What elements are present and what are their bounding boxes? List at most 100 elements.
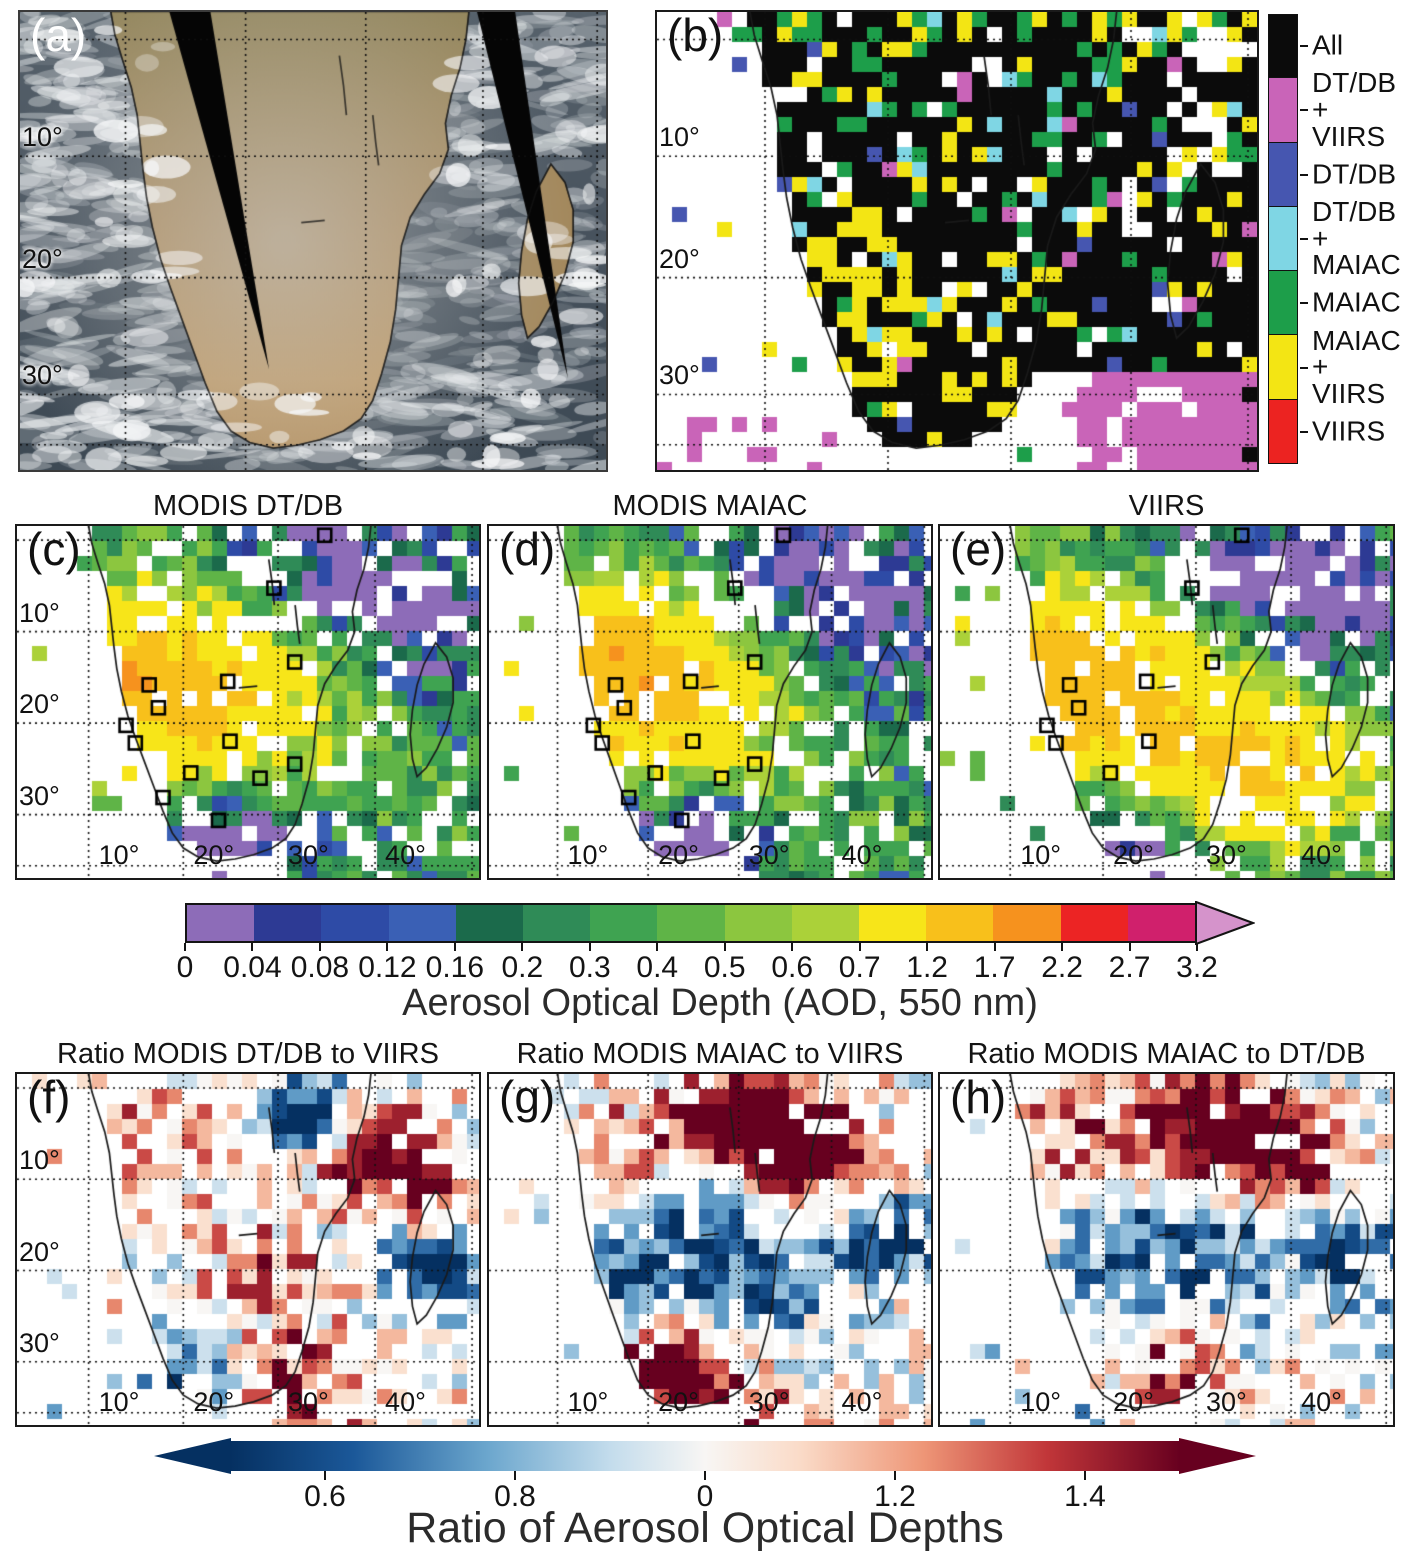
lon-label: 10° bbox=[1020, 840, 1062, 870]
aod-colorbar-ticks: 0 0.04 0.08 0.12 0.16 0.2 0.3 0.4 0.5 0.6 0.7 1.2 1.… bbox=[177, 943, 1218, 987]
lon-label: 30° bbox=[1205, 840, 1247, 870]
panel-label-h: (h) bbox=[950, 1071, 1007, 1123]
aod-colorbar-segment bbox=[859, 905, 927, 941]
aod-tick-mark bbox=[1061, 943, 1064, 951]
aod-colorbar-title: Aerosol Optical Depth (AOD, 550 nm) bbox=[402, 982, 1038, 1024]
ratio-colorbar-left-arrow bbox=[154, 1438, 231, 1474]
satellite-canvas bbox=[20, 12, 606, 470]
lon-label: 10° bbox=[1020, 1387, 1062, 1417]
aod-tick-mark bbox=[926, 943, 929, 951]
aod-tick-mark bbox=[521, 943, 524, 951]
legend-label: VIIRS bbox=[1312, 415, 1386, 447]
lon-label: 40° bbox=[1301, 840, 1342, 870]
legend-tick bbox=[1300, 109, 1308, 112]
panel-a-satellite-map: (a) 10° 20° 30° bbox=[18, 10, 608, 472]
panel-label-b: (b) bbox=[667, 9, 724, 61]
aod-colorbar-arrow bbox=[1195, 901, 1255, 945]
lon-label: 40° bbox=[841, 840, 883, 870]
aod-colorbar-segment bbox=[724, 905, 792, 941]
aod-tick-mark bbox=[993, 943, 996, 951]
legend-tick bbox=[1300, 366, 1308, 369]
aod-colorbar bbox=[185, 903, 1197, 943]
lon-label: 20° bbox=[1113, 840, 1154, 870]
lat-label: 20° bbox=[659, 243, 700, 274]
lon-label: 30° bbox=[1205, 1387, 1247, 1417]
aod-tick-mark bbox=[858, 943, 861, 951]
legend-label: MAIAC + VIIRS bbox=[1312, 324, 1401, 409]
panel-f-title: Ratio MODIS DT/DB to VIIRS bbox=[57, 1038, 439, 1070]
aod-colorbar-segment bbox=[926, 905, 994, 941]
lat-label: 30° bbox=[19, 780, 60, 811]
legend-swatch-dt/db bbox=[1268, 142, 1298, 207]
lat-label: 10° bbox=[19, 597, 60, 628]
panel-d-aod-map: (d) 10° 20° 30° 40° bbox=[487, 524, 933, 880]
panel-h-ratio-map: (h) 10° 20° 30° 40° bbox=[938, 1072, 1395, 1427]
lon-label: 30° bbox=[288, 1387, 329, 1417]
aod-tick-label: 2.2 bbox=[1041, 951, 1083, 984]
panel-label-f: (f) bbox=[27, 1071, 71, 1123]
ratio-tick-label: 0.6 bbox=[304, 1480, 346, 1513]
lon-label: 20° bbox=[1113, 1387, 1154, 1417]
lon-label: 30° bbox=[288, 840, 329, 870]
lon-label: 40° bbox=[385, 1387, 426, 1417]
ratio-tick-mark bbox=[514, 1471, 516, 1480]
aod-colorbar-segment bbox=[1127, 905, 1196, 941]
aod-colorbar-segment bbox=[523, 905, 591, 941]
coverage-canvas bbox=[657, 12, 1257, 470]
legend-label: All bbox=[1312, 29, 1344, 61]
legend-swatch-viirs bbox=[1268, 399, 1298, 464]
panel-f-ratio-map: (f) 10° 20° 30° 10° 20° 30° 40° bbox=[15, 1072, 481, 1427]
ratio-tick-mark bbox=[324, 1471, 326, 1480]
aod-canvas-viirs bbox=[940, 526, 1393, 878]
ratio-tick-label: 1.2 bbox=[874, 1480, 916, 1513]
aod-tick-mark bbox=[184, 943, 186, 951]
aod-tick-label: 0.16 bbox=[425, 951, 485, 984]
lon-label: 10° bbox=[567, 1387, 609, 1417]
legend-swatch-all bbox=[1268, 14, 1298, 79]
lat-label: 10° bbox=[22, 122, 63, 153]
panel-label-c: (c) bbox=[27, 523, 81, 575]
aod-tick-mark bbox=[791, 943, 794, 951]
aod-tick-label: 0.3 bbox=[568, 951, 611, 984]
aod-colorbar-segment bbox=[791, 905, 860, 941]
aod-tick-label: 0.04 bbox=[223, 951, 282, 984]
lon-label: 10° bbox=[98, 1387, 140, 1417]
ratio-colorbar-ticks: 0.6 0.8 0 1.2 1.4 bbox=[230, 1471, 1180, 1515]
aod-tick-label: 1.7 bbox=[973, 951, 1016, 984]
panel-e-title: VIIRS bbox=[1128, 490, 1205, 522]
lon-label: 30° bbox=[748, 840, 790, 870]
ratio-tick-mark bbox=[1084, 1471, 1086, 1480]
panel-c-title: MODIS DT/DB bbox=[152, 490, 344, 522]
ratio-canvas-maiac-viirs bbox=[489, 1074, 931, 1425]
aod-colorbar-segment bbox=[993, 905, 1061, 941]
legend-tick bbox=[1300, 238, 1308, 240]
legend-label: DT/DB + MAIAC bbox=[1312, 196, 1401, 281]
lon-label: 40° bbox=[841, 1387, 883, 1417]
aod-colorbar-segment bbox=[590, 905, 658, 941]
panel-label-g: (g) bbox=[499, 1071, 556, 1123]
lon-label: 20° bbox=[193, 1387, 235, 1417]
aod-colorbar-segment bbox=[455, 905, 524, 941]
lat-label: 20° bbox=[19, 1236, 60, 1267]
lat-label: 10° bbox=[19, 1145, 60, 1176]
ratio-tick-label: 0.8 bbox=[494, 1480, 536, 1513]
aod-tick-mark bbox=[723, 943, 726, 951]
panel-e-aod-map: (e) 10° 20° 30° 40° bbox=[938, 524, 1395, 880]
ratio-colorbar-right-arrow bbox=[1179, 1438, 1256, 1474]
ratio-tick-label: 0 bbox=[696, 1480, 714, 1513]
panel-g-title: Ratio MODIS MAIAC to VIIRS bbox=[516, 1038, 904, 1070]
ratio-colorbar-title: Ratio of Aerosol Optical Depths bbox=[406, 1504, 1004, 1552]
aod-canvas-dtdb bbox=[17, 526, 479, 878]
lon-label: 10° bbox=[567, 840, 609, 870]
aod-colorbar-segment bbox=[254, 905, 322, 941]
aod-tick-mark bbox=[588, 943, 591, 951]
legend-label: DT/DB bbox=[1312, 158, 1396, 190]
aod-tick-label: 3.2 bbox=[1176, 951, 1218, 984]
legend-tick bbox=[1300, 430, 1308, 433]
aod-tick-label: 2.7 bbox=[1108, 951, 1151, 984]
aod-canvas-maiac bbox=[489, 526, 931, 878]
aod-tick-mark bbox=[1128, 943, 1131, 951]
aod-tick-mark bbox=[318, 943, 321, 951]
panel-label-a: (a) bbox=[30, 9, 87, 61]
